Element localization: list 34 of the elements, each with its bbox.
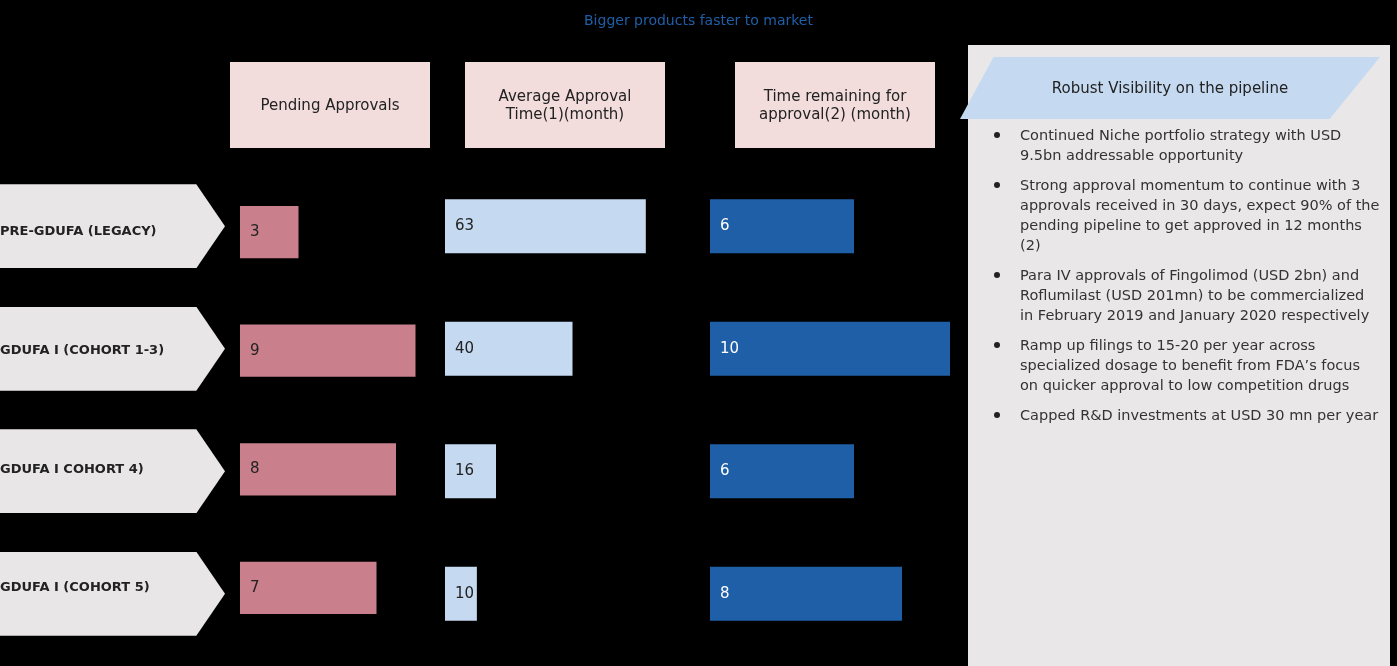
text: Continued Niche portfolio strategy with USD 9.5bn addressable opportunity [1020,126,1343,165]
bar [240,561,377,614]
text: Strong approval momentum to continue with 3 approvals received in 30 days, expect 90% of the pending pipeline to get approved in 12 months (2) [1020,176,1380,255]
bar [240,324,416,377]
y-tick-label: GDUFA I COHORT 4) [0,460,144,476]
text: Robust Visibility on the pipeline [960,57,1380,119]
y-tick-label: PRE-GDUFA (LEGACY) [0,223,157,239]
data-label: 10 [720,338,740,357]
data-label: 3 [250,221,260,240]
chart-title: Time remaining for approval(2) (month) [735,62,935,148]
y-tick-label: GDUFA I (COHORT 1-3) [0,342,165,358]
data-label: 6 [720,461,730,480]
chart-title: Average Approval Time(1)(month) [465,62,665,148]
bar [240,206,299,259]
data-label: 9 [250,340,260,359]
bar [445,321,573,376]
y-tick-label: GDUFA I (COHORT 5) [0,579,150,595]
bar [445,444,496,499]
chart-title: Pending Approvals [230,62,430,148]
data-label: 6 [720,216,730,235]
data-label: 8 [250,459,260,478]
data-label: 40 [455,338,475,357]
data-label: 8 [720,583,730,602]
text: Ramp up filings to 15-20 per year across specialized dosage to benefit from FDA’s focus on quicker approval to low competition drugs [1020,336,1362,395]
bar [445,566,477,621]
data-label: 10 [455,583,475,602]
data-label: 16 [455,461,475,480]
text: Bigger products faster to market [583,12,814,28]
data-label: 63 [455,216,475,235]
text: Para IV approvals of Fingolimod (USD 2bn) and Roflumilast (USD 201mn) to be commercialized in February 2019 and January 2020 respectively [1020,266,1371,325]
bar [445,199,646,254]
text: Capped R&D investments at USD 30 mn per year [1020,406,1380,425]
data-label: 7 [250,577,260,596]
bar [240,443,396,496]
